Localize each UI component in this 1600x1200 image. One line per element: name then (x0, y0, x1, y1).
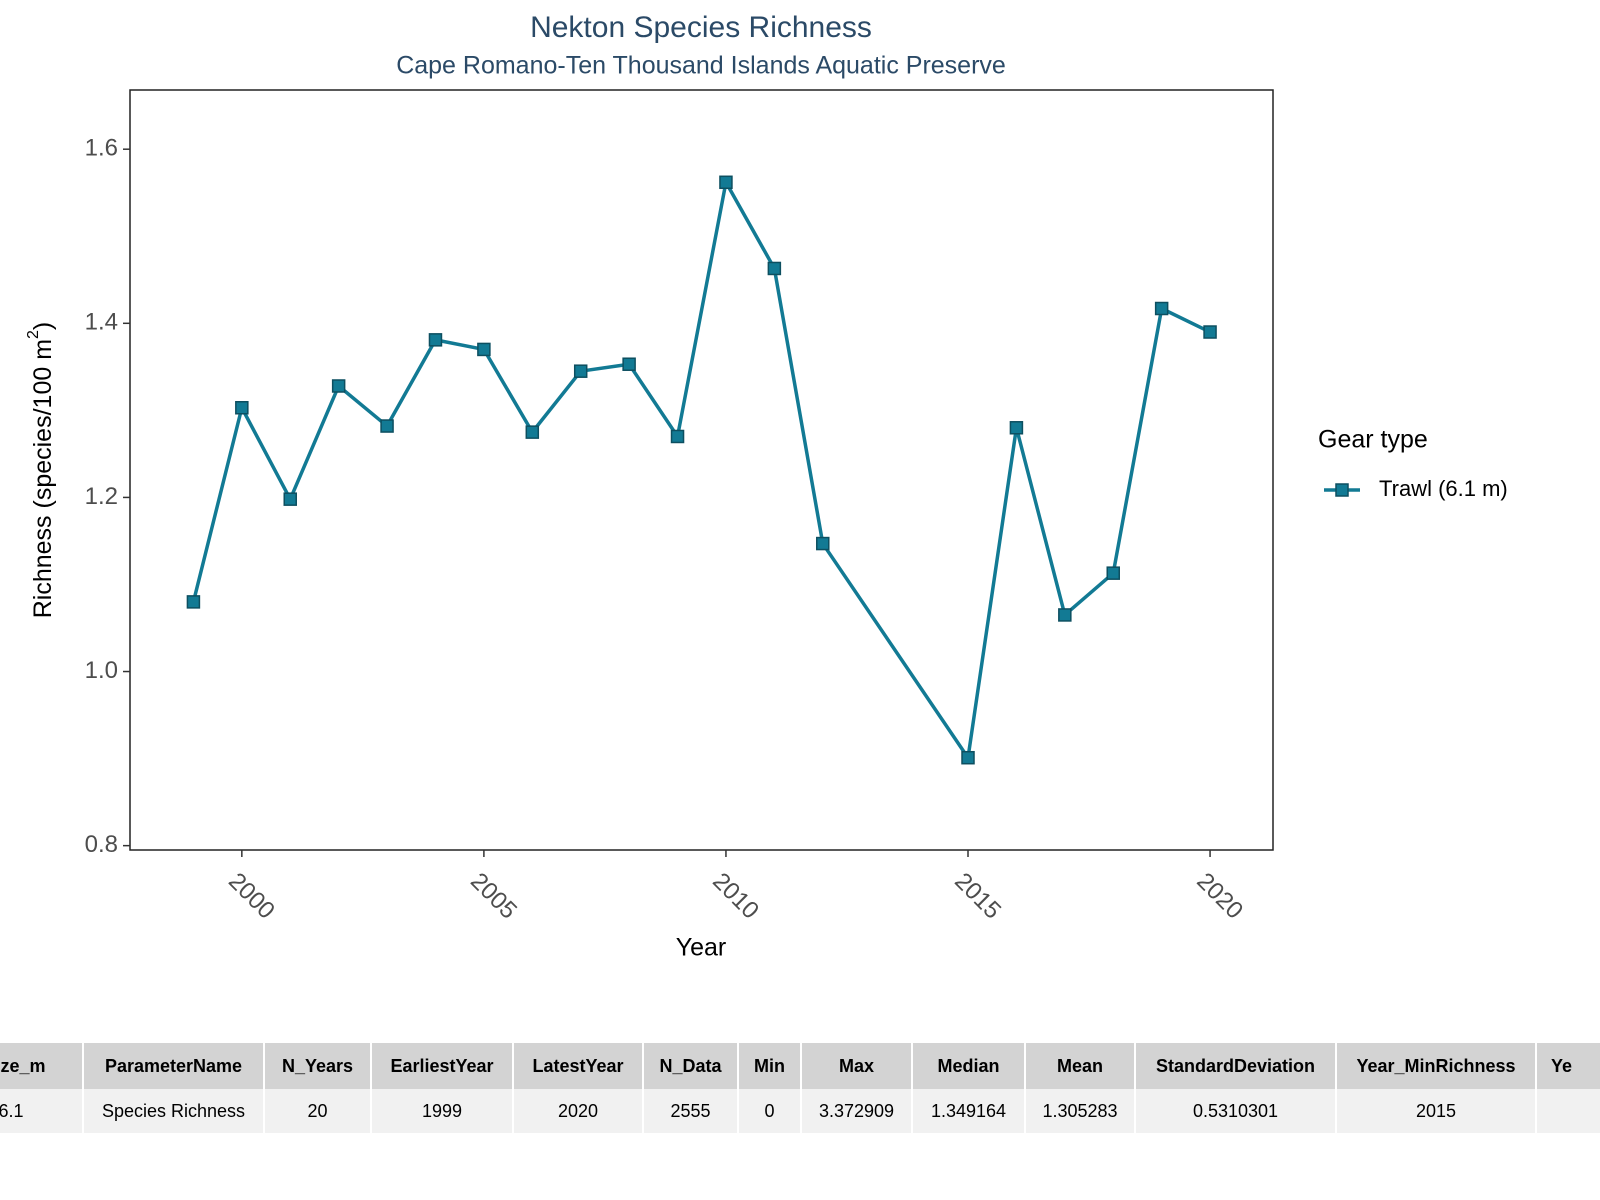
table-header-cell: N_Data (644, 1043, 739, 1089)
table-header-cell: rSize_m (0, 1043, 84, 1089)
point (331, 379, 346, 393)
point (1058, 608, 1072, 622)
legend-title: Gear type (1318, 426, 1428, 454)
legend-marker (1335, 483, 1349, 497)
y-tick-label: 1.2 (85, 483, 118, 510)
point (525, 425, 540, 439)
table-header-cell: Median (913, 1043, 1026, 1089)
y-tick-label: 0.8 (85, 831, 118, 858)
table-cell: Species Richness (84, 1089, 265, 1133)
x-tick-label: 2005 (465, 868, 522, 925)
table-header-cell: ParameterName (84, 1043, 265, 1089)
table-cell (1537, 1089, 1600, 1133)
point (816, 536, 830, 551)
point (235, 401, 249, 415)
point (767, 261, 782, 276)
chart-title: Nekton Species Richness (530, 11, 872, 44)
table-header-cell: Ye (1537, 1043, 1600, 1089)
table-cell: 2015 (1337, 1089, 1537, 1133)
point (1009, 421, 1024, 435)
y-axis-label: Richness (species/100 m2) (25, 322, 56, 619)
point (477, 342, 491, 357)
table-cell: 2020 (514, 1089, 644, 1133)
table-cell: 1999 (372, 1089, 514, 1133)
table-header-cell: N_Years (265, 1043, 372, 1089)
y-tick-label: 1.0 (85, 657, 118, 684)
plot-frame (129, 89, 1274, 851)
table-cell: 1.305283 (1026, 1089, 1136, 1133)
table-header-cell: EarliestYear (372, 1043, 514, 1089)
x-tick-label: 2000 (223, 868, 280, 925)
point (186, 595, 201, 609)
x-axis-label: Year (676, 934, 727, 962)
point (961, 750, 975, 765)
table-header-cell: Min (739, 1043, 802, 1089)
x-tick-label: 2010 (707, 868, 764, 925)
y-tick-label: 1.4 (85, 309, 118, 336)
point (428, 333, 443, 347)
x-tick-label: 2015 (949, 868, 1006, 925)
table-header-cell: LatestYear (514, 1043, 644, 1089)
table-header-cell: Mean (1026, 1043, 1136, 1089)
point (670, 429, 685, 444)
x-tick-label: 2020 (1191, 868, 1248, 925)
chart-subtitle: Cape Romano-Ten Thousand Islands Aquatic… (396, 52, 1006, 80)
table-cell: 0 (739, 1089, 802, 1133)
table-cell: 1.349164 (913, 1089, 1026, 1133)
point (719, 175, 733, 190)
point (1203, 325, 1217, 339)
table-cell: 3.372909 (802, 1089, 913, 1133)
point (622, 357, 636, 371)
point (1154, 301, 1169, 316)
point (380, 419, 394, 433)
table-cell: 0.5310301 (1136, 1089, 1337, 1133)
chart: Nekton Species Richness Cape Romano-Ten … (25, 11, 1508, 962)
table-header-cell: StandardDeviation (1136, 1043, 1337, 1089)
table-header-cell: Max (802, 1043, 913, 1089)
point (1106, 566, 1120, 580)
table-header-cell: Year_MinRichness (1337, 1043, 1537, 1089)
y-tick-label: 1.6 (85, 135, 118, 162)
table-cell: 20 (265, 1089, 372, 1133)
point (573, 364, 588, 378)
point (283, 492, 297, 506)
y-label-close: ) (29, 322, 57, 330)
legend-label: Trawl (6.1 m) (1379, 476, 1508, 501)
y-label-text: Richness (species/100 m (29, 339, 57, 618)
y-label-sup: 2 (25, 330, 42, 339)
table-cell: 6.1 (0, 1089, 84, 1133)
series-line (191, 180, 1211, 760)
table-cell: 2555 (644, 1089, 739, 1133)
